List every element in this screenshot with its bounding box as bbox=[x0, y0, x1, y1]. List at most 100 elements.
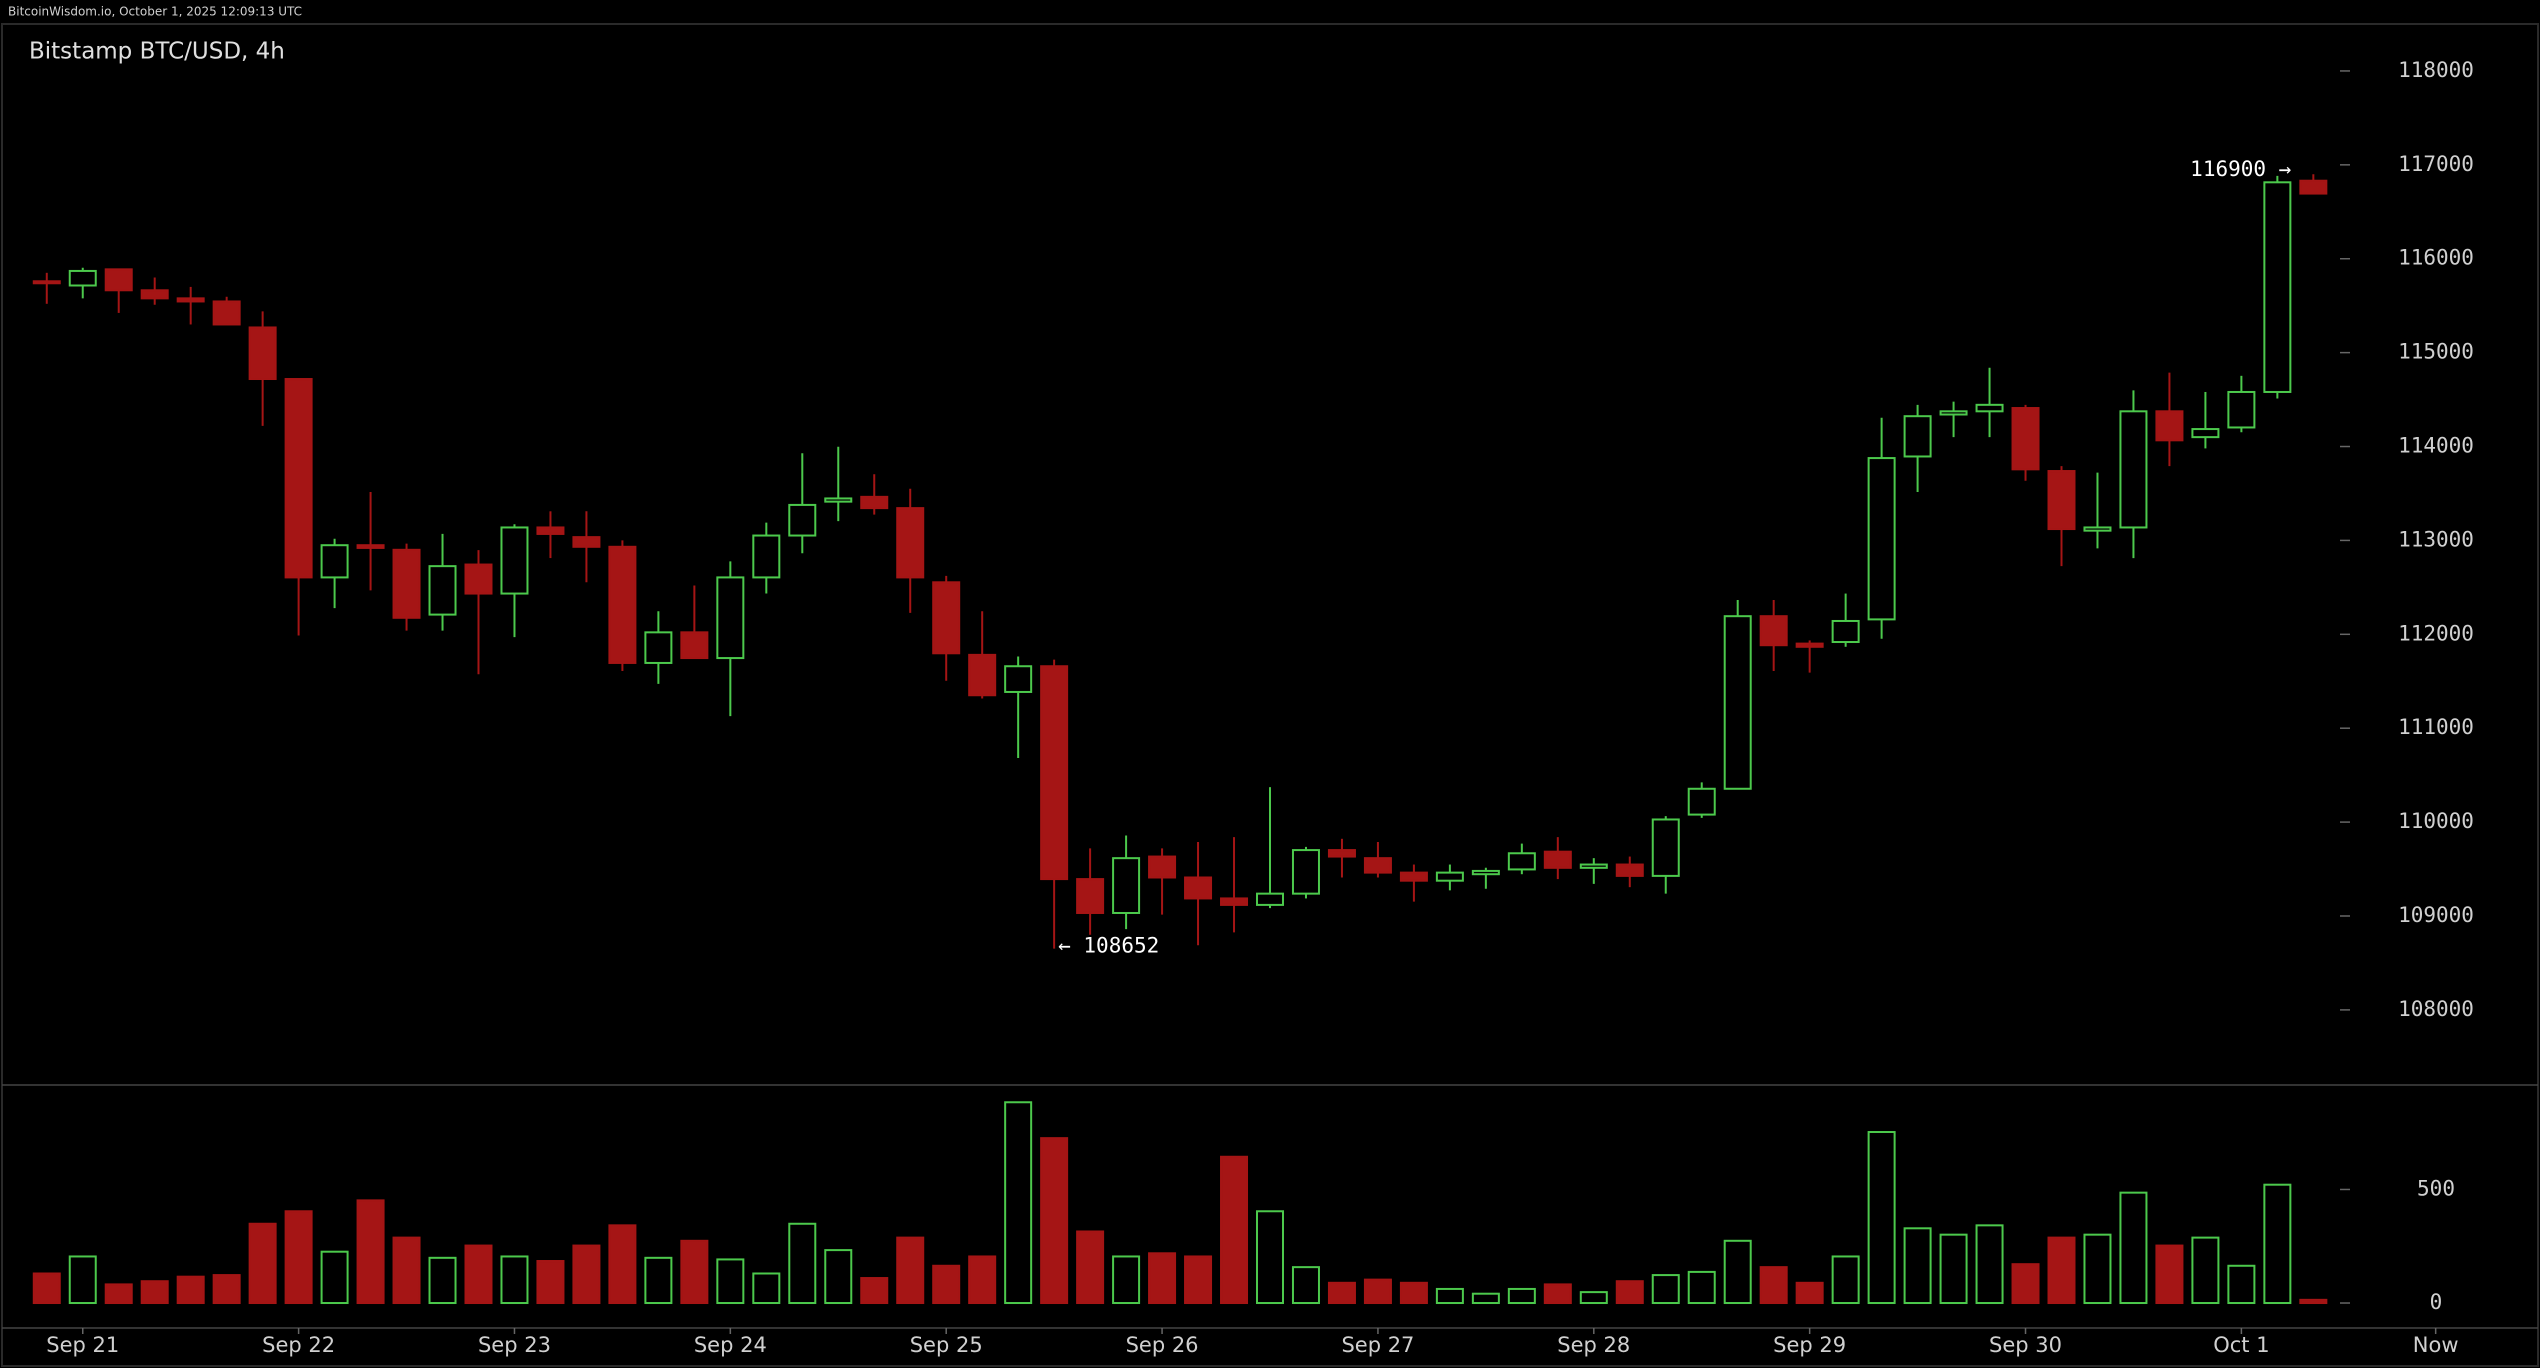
y-tick-label: 113000 bbox=[2398, 527, 2474, 551]
volume-bar bbox=[1651, 1274, 1680, 1305]
volume-bar bbox=[1076, 1230, 1105, 1305]
volume-bar bbox=[176, 1275, 205, 1305]
x-tick-label: Sep 29 bbox=[1773, 1333, 1846, 1357]
candle-body bbox=[1687, 787, 1716, 816]
volume-bar bbox=[320, 1250, 349, 1305]
x-tick-label: Sep 28 bbox=[1557, 1333, 1630, 1357]
volume-bar bbox=[2047, 1236, 2076, 1305]
candle-body bbox=[1867, 457, 1896, 621]
volume-bar bbox=[68, 1255, 97, 1305]
candle-body bbox=[464, 563, 493, 595]
volume-bar bbox=[2191, 1236, 2220, 1305]
volume-bar bbox=[1903, 1227, 1932, 1305]
candle-body bbox=[1112, 857, 1141, 914]
volume-bar bbox=[428, 1256, 457, 1305]
volume-bar bbox=[896, 1236, 925, 1305]
volume-bar bbox=[1507, 1287, 1536, 1305]
volume-bar bbox=[572, 1244, 601, 1305]
candle-body bbox=[1076, 878, 1105, 914]
x-tick-label: Sep 25 bbox=[910, 1333, 983, 1357]
candle-body bbox=[1543, 850, 1572, 869]
candle-body bbox=[392, 548, 421, 619]
candle-body bbox=[2299, 179, 2328, 195]
y-tick-label: 115000 bbox=[2398, 340, 2474, 364]
candle-body bbox=[716, 576, 745, 660]
volume-bar bbox=[500, 1255, 529, 1305]
volume-bar bbox=[1939, 1233, 1968, 1305]
candle-body bbox=[2011, 407, 2040, 471]
volume-bar bbox=[1112, 1255, 1141, 1305]
candle-body bbox=[104, 268, 133, 292]
y-tick-label: 112000 bbox=[2398, 621, 2474, 645]
volume-bar bbox=[1148, 1252, 1177, 1305]
volume-tick-label: 500 bbox=[2417, 1176, 2455, 1200]
volume-bar bbox=[536, 1260, 565, 1305]
volume-bar bbox=[464, 1244, 493, 1305]
volume-bar bbox=[248, 1222, 277, 1305]
volume-bar bbox=[104, 1283, 133, 1305]
candle-body bbox=[2047, 470, 2076, 531]
candle-body bbox=[1471, 869, 1500, 876]
candle-body bbox=[428, 565, 457, 616]
candle-body bbox=[1220, 897, 1249, 906]
y-tick-label: 118000 bbox=[2398, 58, 2474, 82]
candle-body bbox=[1291, 849, 1320, 895]
x-tick-label: Sep 26 bbox=[1126, 1333, 1199, 1357]
volume-bar bbox=[2299, 1298, 2328, 1305]
volume-bar bbox=[1040, 1137, 1069, 1305]
candle-body bbox=[1579, 863, 1608, 869]
candle-body bbox=[1327, 849, 1356, 858]
volume-bar bbox=[1759, 1266, 1788, 1305]
volume-bar bbox=[1723, 1239, 1752, 1305]
volume-bar bbox=[968, 1255, 997, 1305]
volume-bar bbox=[212, 1274, 241, 1305]
x-tick-label: Sep 22 bbox=[262, 1333, 335, 1357]
candle-body bbox=[32, 280, 61, 285]
candle-body bbox=[1256, 892, 1284, 906]
candle-body bbox=[1507, 852, 1536, 871]
volume-bar bbox=[1399, 1281, 1428, 1305]
candle-body bbox=[536, 526, 565, 535]
candle-body bbox=[1184, 876, 1213, 900]
volume-bar bbox=[1831, 1255, 1860, 1305]
y-tick-label: 116000 bbox=[2398, 246, 2474, 270]
volume-bar bbox=[1795, 1281, 1824, 1305]
volume-bar bbox=[752, 1272, 781, 1305]
candle-body bbox=[1399, 871, 1428, 882]
volume-bar bbox=[284, 1210, 313, 1305]
y-tick-label: 111000 bbox=[2398, 715, 2474, 739]
candle-body bbox=[212, 300, 241, 326]
volume-bar bbox=[1579, 1291, 1608, 1305]
candle-body bbox=[176, 297, 205, 303]
volume-bar bbox=[1327, 1281, 1356, 1305]
x-tick-label: Now bbox=[2413, 1333, 2459, 1357]
volume-bar bbox=[2083, 1233, 2112, 1305]
volume-bar bbox=[680, 1239, 709, 1305]
volume-bar bbox=[2263, 1183, 2292, 1305]
volume-bar bbox=[1615, 1280, 1644, 1305]
candle-body bbox=[1363, 857, 1392, 874]
candle-body bbox=[1615, 863, 1644, 877]
volume-bar bbox=[2155, 1244, 2184, 1305]
low-annotation: ← 108652 bbox=[1058, 934, 1159, 958]
candle-body bbox=[248, 326, 277, 381]
volume-bar bbox=[644, 1256, 673, 1305]
candle-body bbox=[680, 631, 709, 660]
candle-body bbox=[608, 545, 637, 664]
volume-bar bbox=[1220, 1155, 1249, 1305]
candle-body bbox=[2191, 428, 2220, 439]
y-tick-label: 114000 bbox=[2398, 434, 2474, 458]
volume-bar bbox=[356, 1199, 385, 1305]
volume-bar bbox=[1687, 1270, 1716, 1305]
candle-body bbox=[860, 495, 889, 510]
candle-body bbox=[752, 534, 781, 579]
chart-title: Bitstamp BTC/USD, 4h bbox=[29, 39, 285, 65]
volume-bar bbox=[1471, 1292, 1500, 1305]
volume-bar bbox=[1867, 1131, 1896, 1305]
y-tick-label: 110000 bbox=[2398, 809, 2474, 833]
candle-body bbox=[896, 507, 925, 579]
volume-bar bbox=[1363, 1278, 1392, 1305]
candle-body bbox=[788, 503, 817, 537]
volume-bar bbox=[716, 1258, 745, 1305]
candle-body bbox=[2263, 181, 2292, 393]
